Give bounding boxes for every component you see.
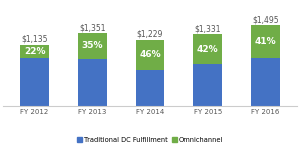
Bar (78, 33, 107, 58)
Text: 46%: 46% (139, 50, 161, 59)
Text: 22%: 22% (24, 47, 45, 56)
Bar (193, 34, 222, 64)
Bar (251, 58, 280, 106)
Text: 41%: 41% (255, 37, 276, 46)
Bar (20, 58, 49, 106)
Bar (20, 45, 49, 58)
Text: $1,351: $1,351 (79, 23, 106, 32)
Text: $1,229: $1,229 (137, 30, 163, 39)
Bar (193, 64, 222, 106)
Bar (136, 40, 164, 70)
Legend: Traditional DC Fulfillment, Omnichannel: Traditional DC Fulfillment, Omnichannel (74, 134, 226, 146)
Text: $1,495: $1,495 (252, 15, 279, 24)
Text: $1,135: $1,135 (21, 35, 48, 44)
Text: 35%: 35% (82, 41, 103, 50)
Bar (251, 25, 280, 58)
Text: 42%: 42% (197, 45, 218, 54)
Text: $1,331: $1,331 (194, 24, 221, 33)
Bar (78, 58, 107, 106)
Bar (136, 70, 164, 106)
